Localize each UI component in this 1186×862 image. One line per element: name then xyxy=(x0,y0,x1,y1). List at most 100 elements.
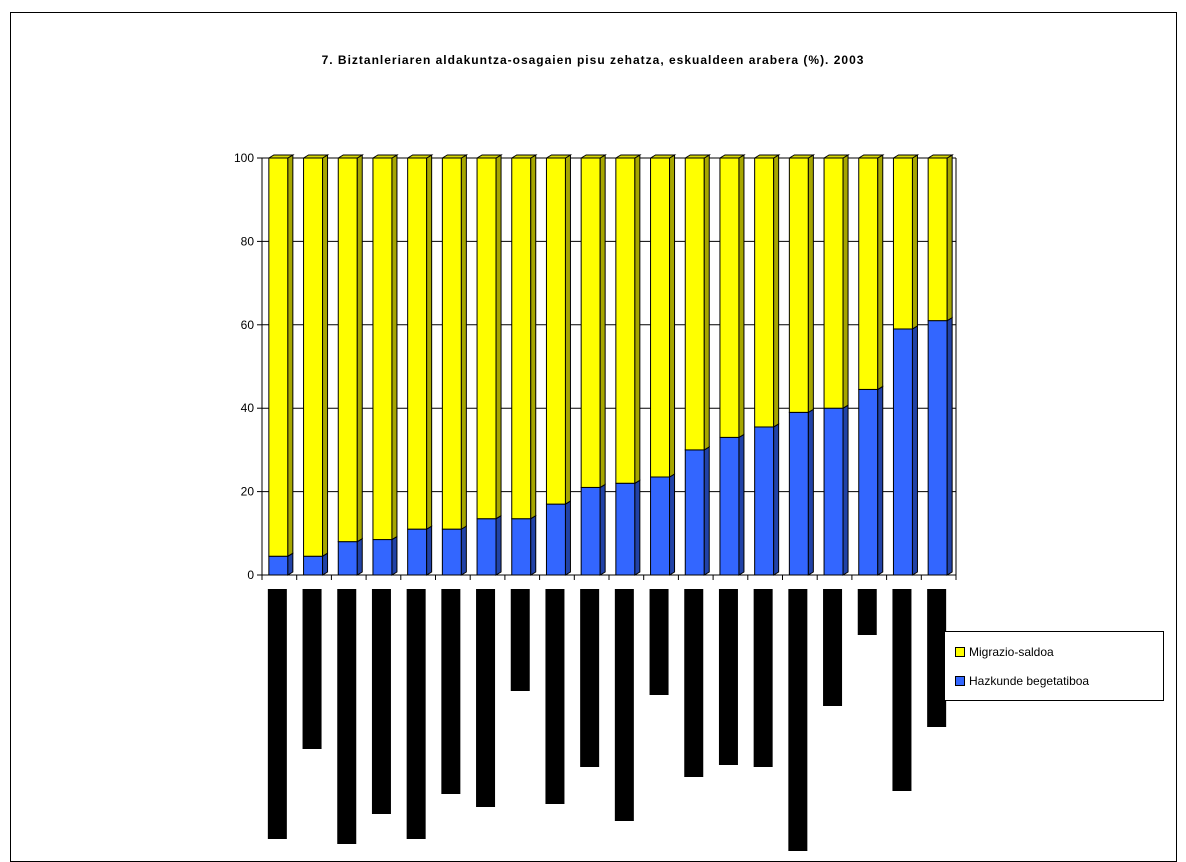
bar-side xyxy=(807,154,814,414)
bar-top xyxy=(683,154,712,159)
bar-segment-hazkunde xyxy=(858,385,884,576)
bar-side xyxy=(877,154,884,391)
category-label xyxy=(371,589,391,814)
bar-side xyxy=(738,154,745,439)
bar-side xyxy=(495,154,502,520)
bar-segment-migrazio xyxy=(405,154,434,531)
bar-top xyxy=(822,154,850,159)
category-label xyxy=(302,589,322,749)
y-tick-label: 60 xyxy=(241,318,255,332)
legend: Migrazio-saldoa Hazkunde begetatiboa xyxy=(944,631,1164,701)
bar-segment-hazkunde xyxy=(407,525,433,576)
legend-item-hazkunde: Hazkunde begetatiboa xyxy=(955,674,1089,688)
bar-front xyxy=(719,436,740,576)
gridlines xyxy=(262,157,956,493)
bar-front xyxy=(650,157,671,478)
bar-front xyxy=(892,157,913,330)
bar-front xyxy=(650,476,671,576)
bar-front xyxy=(858,157,879,390)
bar-top xyxy=(371,154,399,159)
bar-segment-hazkunde xyxy=(927,316,953,576)
bar-segment-migrazio xyxy=(301,154,330,558)
bar-side xyxy=(530,514,537,576)
bar-front xyxy=(407,157,428,530)
bar-segment-migrazio xyxy=(544,154,573,505)
bar-top xyxy=(579,154,607,159)
bar-side xyxy=(773,423,780,576)
bar-front xyxy=(303,555,324,576)
bar-front xyxy=(268,555,289,576)
legend-item-migrazio: Migrazio-saldoa xyxy=(955,645,1054,659)
bar-segment-migrazio xyxy=(891,154,920,330)
bar-front xyxy=(684,157,705,451)
bar-front xyxy=(511,518,532,576)
legend-label-migrazio: Migrazio-saldoa xyxy=(969,645,1054,659)
category-label xyxy=(406,589,426,839)
bar-segment-hazkunde xyxy=(615,479,641,576)
category-label xyxy=(441,589,461,794)
bar-segment-hazkunde xyxy=(719,433,745,576)
bar-side xyxy=(564,154,571,505)
bar-side xyxy=(391,535,398,576)
bar-segment-hazkunde xyxy=(892,325,918,576)
y-tick-label: 40 xyxy=(241,401,255,415)
bar-front xyxy=(788,157,809,413)
bar-side xyxy=(946,154,953,322)
bar-side xyxy=(911,325,918,576)
bar-side xyxy=(669,154,676,478)
bar-side xyxy=(460,154,467,531)
bar-front xyxy=(823,407,844,576)
category-label xyxy=(892,589,912,791)
bar-top xyxy=(336,154,365,159)
bar-segment-migrazio xyxy=(475,154,503,520)
bar-segment-hazkunde xyxy=(650,473,676,576)
bar-side xyxy=(634,479,641,576)
bar-front xyxy=(858,388,879,576)
bar-side xyxy=(773,154,780,428)
bar-top xyxy=(752,154,781,159)
bar-side xyxy=(426,154,433,531)
bar-front xyxy=(545,503,566,576)
bar-side xyxy=(842,154,849,410)
bar-top xyxy=(405,154,434,159)
y-tick-label: 20 xyxy=(241,485,255,499)
bar-front xyxy=(754,157,775,428)
bar-top xyxy=(440,154,469,159)
category-label xyxy=(684,589,704,777)
bar-segment-migrazio xyxy=(718,154,746,439)
bar-side xyxy=(599,483,606,576)
bar-segment-hazkunde xyxy=(754,423,780,576)
bar-side xyxy=(460,525,467,576)
category-label xyxy=(718,589,738,765)
bar-side xyxy=(287,154,294,558)
bar-side xyxy=(911,154,918,330)
bar-side xyxy=(703,446,710,576)
bar-side xyxy=(634,154,641,485)
bar-top xyxy=(475,154,503,159)
category-label xyxy=(614,589,634,821)
bar-side xyxy=(738,433,745,576)
y-tick-label: 0 xyxy=(247,568,254,582)
bar-segment-migrazio xyxy=(683,154,712,451)
category-label xyxy=(857,589,877,635)
bar-side xyxy=(703,154,710,451)
bar-side xyxy=(287,552,294,576)
bar-front xyxy=(754,426,775,576)
bar-segment-hazkunde xyxy=(788,408,814,576)
category-labels xyxy=(267,589,947,851)
bar-segment-migrazio xyxy=(440,154,469,531)
bar-side xyxy=(530,154,537,520)
bar-front xyxy=(372,157,393,541)
category-label xyxy=(337,589,357,844)
bar-top xyxy=(856,154,885,159)
bar-front xyxy=(511,157,532,520)
bar-top xyxy=(544,154,573,159)
bar-segment-hazkunde xyxy=(545,500,571,576)
bar-front xyxy=(303,157,324,557)
bar-front xyxy=(268,157,289,557)
bar-segment-migrazio xyxy=(579,154,607,489)
bar-segment-hazkunde xyxy=(823,404,849,576)
bar-segment-migrazio xyxy=(648,154,677,478)
bar-segment-migrazio xyxy=(267,154,295,558)
bar-segment-migrazio xyxy=(614,154,642,485)
